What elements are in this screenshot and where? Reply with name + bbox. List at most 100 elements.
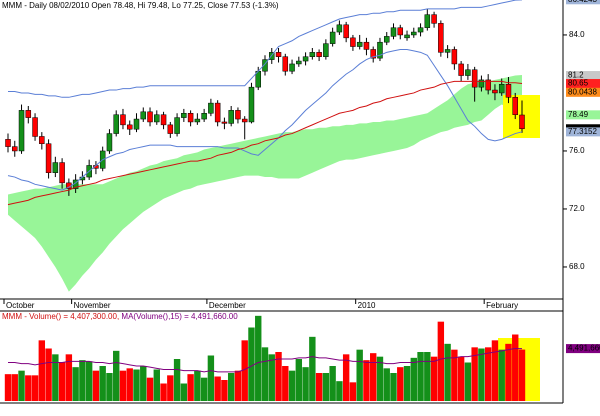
candle-body (498, 84, 505, 94)
volume-bar (38, 340, 46, 401)
volume-bar (295, 359, 303, 401)
volume-bar (99, 366, 106, 401)
volume-bar (4, 374, 12, 401)
candle-body (167, 124, 174, 134)
volume-bar (187, 374, 194, 401)
volume-bar (92, 370, 100, 401)
candle-body (404, 34, 410, 39)
candle-body (187, 113, 194, 123)
volume-bar (403, 366, 411, 401)
volume-bar (119, 370, 127, 401)
cloud (8, 74, 522, 292)
volume-bar (65, 354, 73, 401)
last-value-label: 78.49 (568, 110, 589, 119)
volume-bar (241, 340, 248, 401)
last-value-box (566, 79, 600, 89)
candle-body (12, 146, 18, 152)
candle-body (275, 52, 282, 57)
volume-bar (451, 349, 458, 401)
volume-bar (342, 354, 350, 401)
last-value-label: 86.4243 (568, 0, 597, 4)
x-tick-label: December (209, 301, 246, 310)
candle-body (241, 118, 248, 123)
indicator-line (7, 80, 523, 206)
volume-bar (194, 370, 201, 401)
volume-bar (227, 373, 235, 401)
volume-ma-line (8, 347, 523, 373)
volume-bar (52, 354, 59, 401)
volume-bar (518, 349, 526, 401)
volume-bar (484, 347, 492, 401)
volume-bar (302, 367, 309, 401)
volume-bar (45, 348, 52, 401)
x-tick-label: November (74, 301, 111, 310)
volume-bar (72, 367, 79, 401)
last-value-label: 80.65 (568, 79, 589, 88)
candle-body (505, 84, 512, 98)
volume-bar (363, 360, 370, 401)
volume-bar (471, 347, 478, 401)
last-value-box (566, 110, 600, 120)
x-tick-label: October (6, 301, 35, 310)
cloud-layer (8, 74, 522, 292)
candle-body (160, 114, 167, 126)
candle-body (363, 41, 370, 50)
volume-bar (113, 350, 120, 401)
volume-bar (457, 356, 465, 401)
candle-body (512, 97, 518, 115)
candle-body (174, 117, 180, 134)
volume-bar (282, 366, 289, 401)
candle-body (316, 52, 322, 57)
last-value-box (566, 0, 600, 5)
candle-body (214, 102, 221, 123)
volume-last-label: 4,491,660 (568, 344, 600, 353)
candle-body (208, 102, 214, 114)
volume-bar (255, 315, 262, 401)
volume-bar (437, 321, 445, 401)
candle-body (309, 52, 316, 57)
volume-last-box (566, 344, 600, 354)
candle-body (343, 24, 349, 39)
candle-body (32, 117, 38, 137)
candle-body (18, 110, 25, 152)
volume-bar (336, 381, 343, 401)
candle-body (296, 60, 302, 65)
indicator-line (7, 48, 523, 191)
y-tick-label: 72.0 (569, 204, 585, 213)
volume-bar (356, 349, 363, 401)
volume-bar (11, 374, 18, 401)
candle-body (52, 162, 59, 173)
candle-body (154, 114, 160, 123)
volume-bar (464, 362, 472, 401)
last-value-label: 80.0438 (568, 87, 597, 96)
volume-bar (397, 367, 404, 401)
volume-bar (444, 343, 451, 401)
candle-body (370, 49, 376, 59)
candle-body (302, 56, 309, 62)
y-tick-label: 68.0 (569, 262, 585, 271)
axis-layer: MMM - Daily 08/02/2010 Open 78.48, Hi 79… (0, 0, 600, 404)
candle-body (519, 114, 525, 130)
volume-bar (309, 336, 316, 401)
volume-bar (214, 376, 221, 401)
volume-bar (383, 368, 390, 401)
volume-bar (370, 353, 377, 401)
last-value-box (566, 71, 600, 81)
candle-body (411, 31, 417, 36)
volume-bar (288, 370, 296, 401)
y-tick-label: 76.0 (569, 146, 585, 155)
marks-layer (4, 8, 526, 401)
volume-bar (207, 355, 215, 401)
volume-bar (25, 375, 32, 401)
candle-body (181, 113, 187, 118)
volume-bar (200, 377, 208, 401)
volume-bar (376, 356, 384, 401)
candle-body (39, 136, 45, 144)
last-value-box (566, 87, 600, 97)
candle-body (59, 162, 65, 184)
candle-body (451, 49, 458, 65)
candle-body (289, 63, 295, 72)
volume-bar (512, 334, 519, 401)
candle-body (5, 139, 11, 147)
